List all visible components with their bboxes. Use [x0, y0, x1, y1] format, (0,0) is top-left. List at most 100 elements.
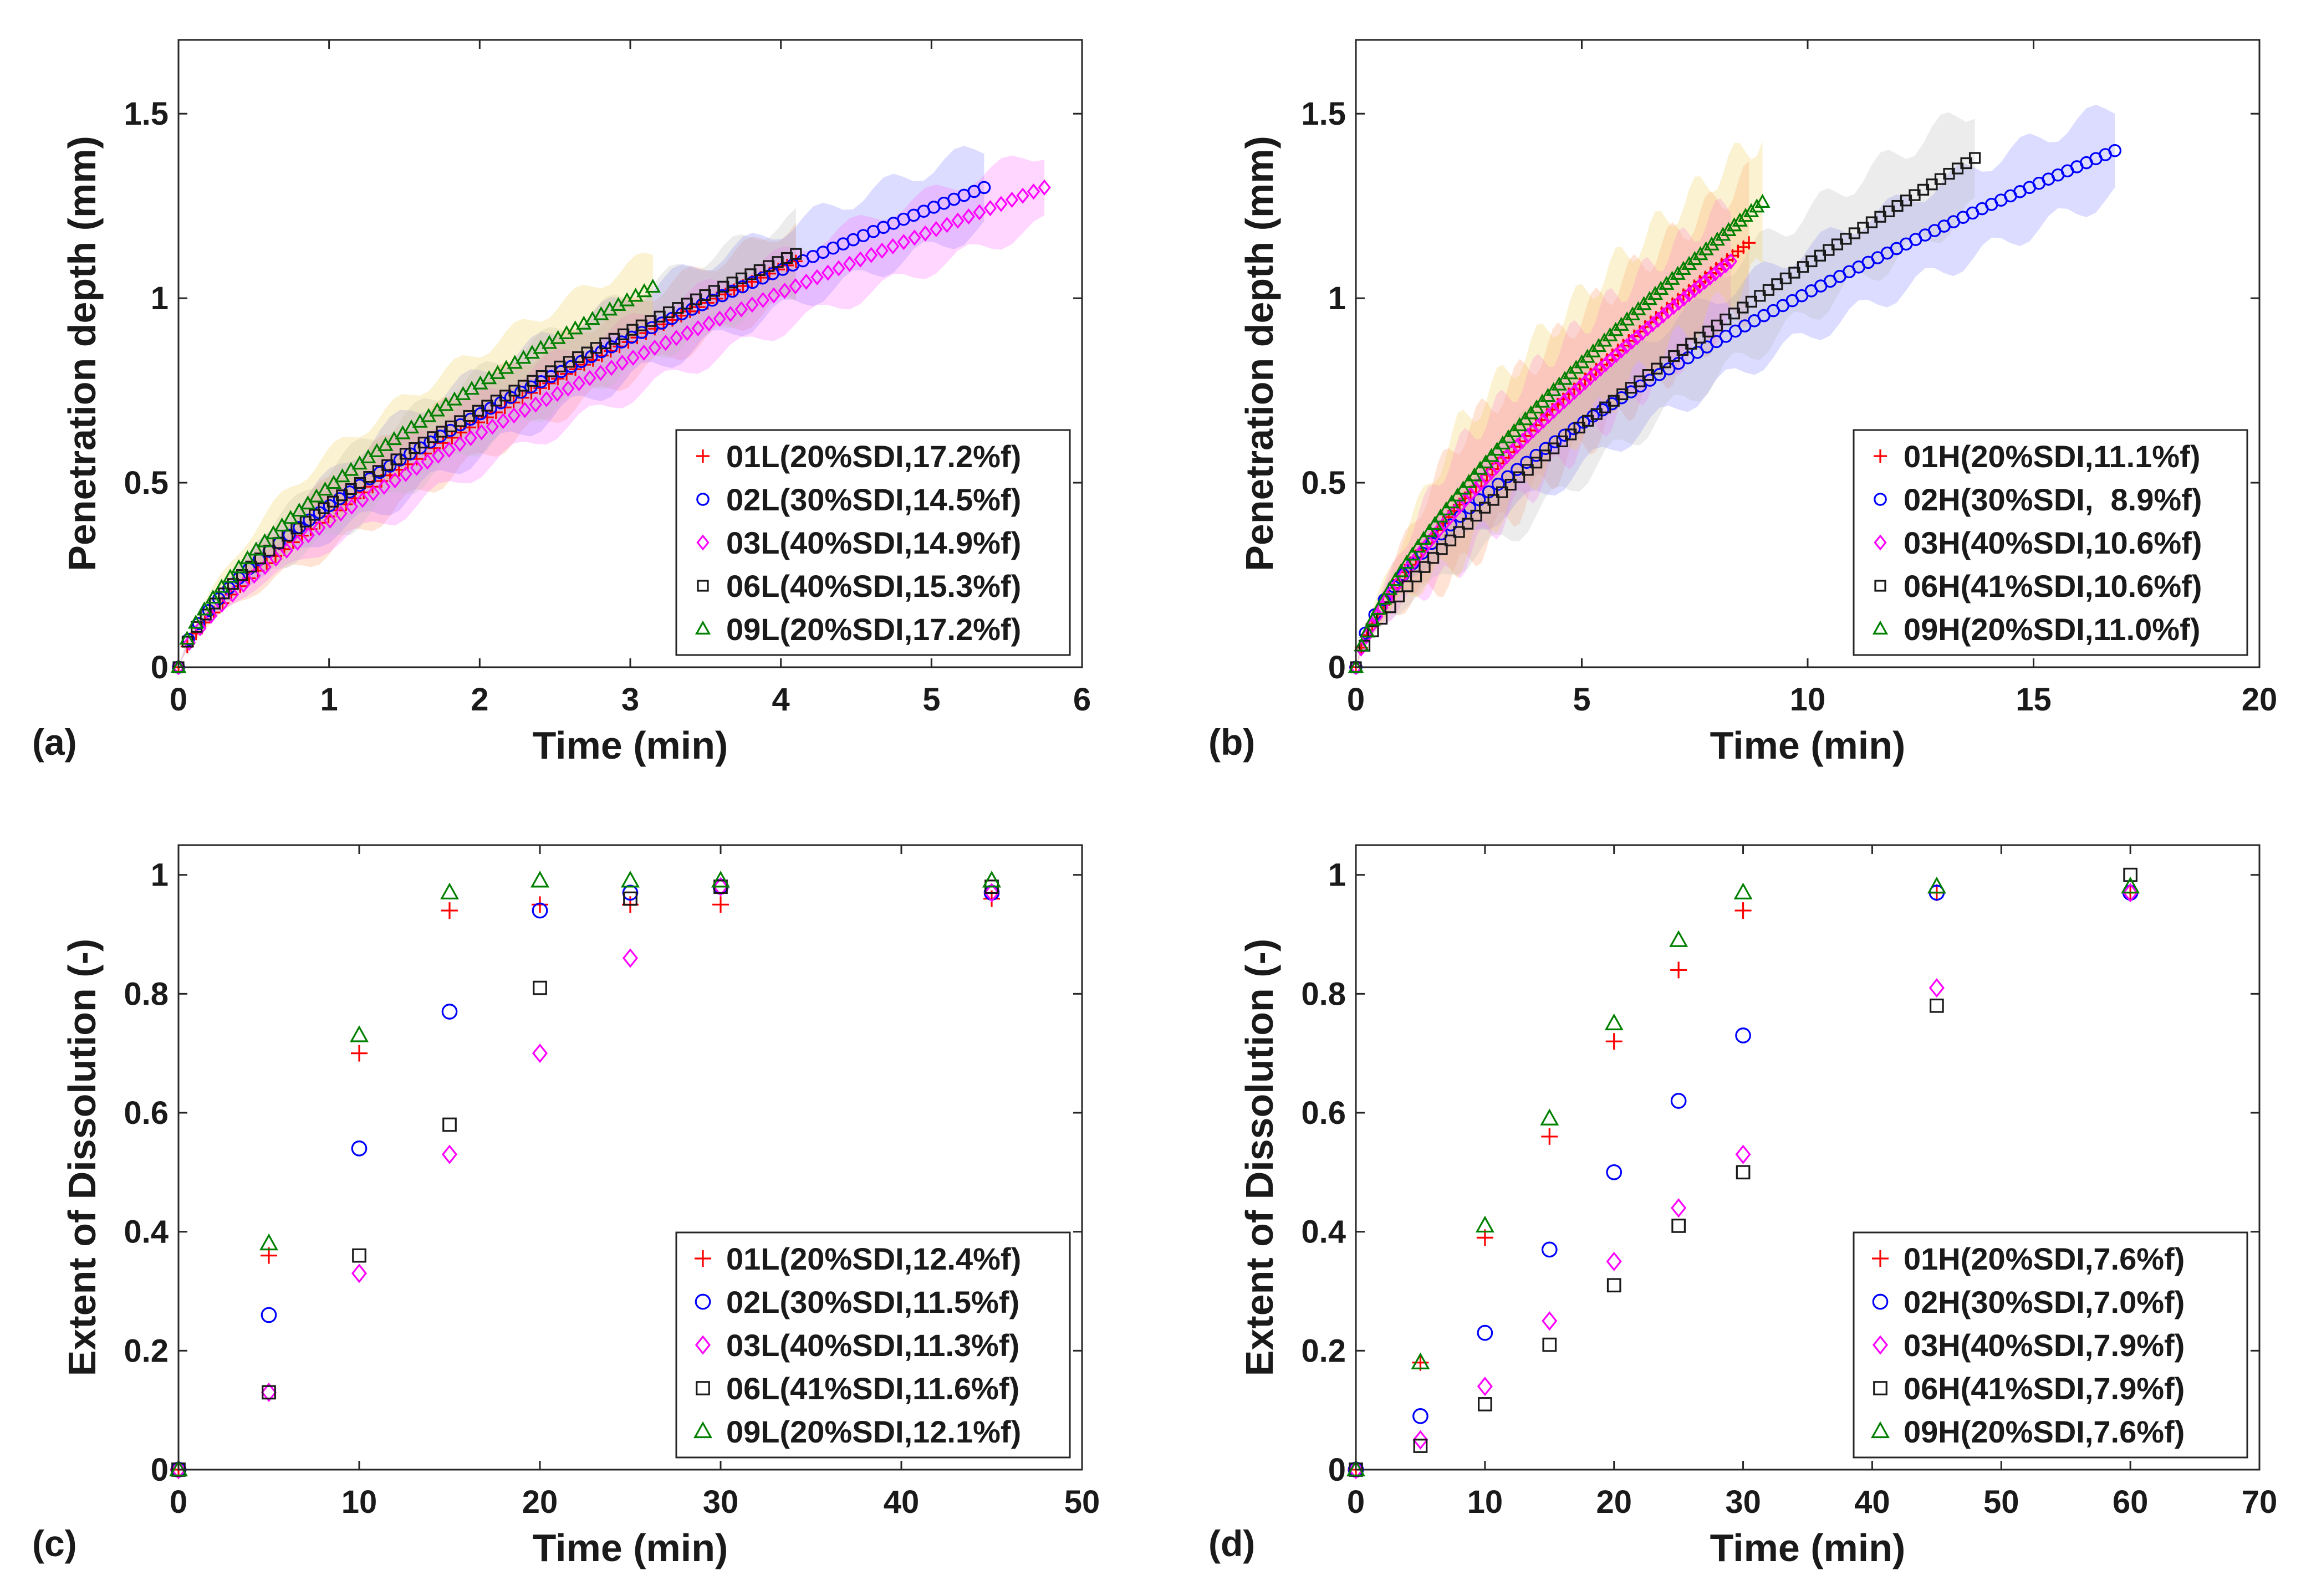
data-point [550, 386, 564, 402]
data-point [445, 431, 459, 444]
data-point [605, 340, 619, 354]
data-point [1027, 183, 1040, 200]
y-axis-label: Extent of Dissolution (-) [60, 939, 104, 1376]
data-point [1968, 152, 1981, 164]
data-point [983, 883, 1000, 903]
data-point [1693, 331, 1706, 344]
data-point [1393, 563, 1409, 577]
data-point [518, 402, 532, 418]
data-point [691, 320, 705, 336]
data-point [1634, 375, 1646, 387]
data-point [441, 1004, 458, 1020]
panel-b: 0 5 10 15 20 0 0.5 1 1.5 Time (min) Penetration de… [1208, 39, 2277, 767]
data-point [1491, 477, 1505, 491]
data-point [453, 436, 467, 452]
data-point [254, 553, 267, 565]
y-tick-label: 0 [1328, 1452, 1346, 1488]
data-point [1540, 1108, 1559, 1126]
data-point [2121, 876, 2140, 894]
legend-marker [695, 620, 711, 635]
data-point [1573, 421, 1585, 434]
data-point [351, 1264, 368, 1283]
data-point [345, 498, 359, 515]
data-point [239, 550, 256, 565]
data-point [637, 344, 651, 361]
data-point [1672, 294, 1686, 311]
data-point [486, 418, 499, 435]
data-point [1539, 442, 1553, 456]
data-point [1625, 382, 1637, 394]
data-point [1348, 1460, 1364, 1480]
x-tick-label: 60 [2113, 1484, 2149, 1520]
data-point [1590, 408, 1603, 420]
data-point [1516, 432, 1529, 449]
data-point [1427, 552, 1440, 564]
data-point [712, 877, 729, 897]
data-point [259, 1233, 278, 1251]
data-point [1432, 508, 1448, 523]
data-point [1662, 303, 1675, 320]
data-point [1724, 253, 1738, 270]
data-point [1016, 187, 1029, 204]
data-point [577, 358, 591, 372]
data-point [1444, 534, 1457, 546]
panel-c: 0 10 20 30 40 50 0 0.2 0.4 0.6 0.8 1 Time (min) Exten… [32, 844, 1100, 1569]
data-point [767, 287, 780, 304]
data-point [245, 560, 257, 572]
data-point [572, 375, 586, 392]
data-point [231, 559, 247, 574]
data-point [1604, 1013, 1624, 1031]
legend-marker [1874, 449, 1887, 463]
x-tick-label: 40 [1854, 1484, 1890, 1520]
data-point [778, 283, 792, 299]
x-tick-label: 50 [1983, 1484, 2019, 1520]
data-point [1726, 217, 1742, 232]
data-point [1411, 1352, 1430, 1369]
y-tick-label: 1 [151, 857, 169, 893]
data-point [583, 370, 596, 386]
data-point [897, 234, 910, 250]
band-09L(20%SDI,17.2%f) [178, 252, 653, 667]
data-point [1620, 337, 1634, 355]
data-point [1616, 388, 1629, 401]
legend-marker [693, 1421, 712, 1439]
data-point [1605, 397, 1619, 411]
data-point [442, 441, 456, 458]
legend-box [675, 1231, 1071, 1459]
data-point [170, 1460, 187, 1480]
series-09L(20%SDI,17.2%f) [170, 278, 661, 673]
data-point [1419, 561, 1431, 573]
series-09H(20%SDI,11.0%f) [1348, 193, 1771, 673]
legend-marker [696, 1381, 710, 1395]
data-point [1526, 422, 1540, 439]
data-point [973, 204, 986, 221]
series-09H(20%SDI,7.6%f) [1346, 876, 2140, 1477]
data-point [1450, 487, 1466, 502]
data-point [196, 601, 212, 616]
data-point [302, 527, 315, 544]
x-tick-label: 50 [1064, 1484, 1100, 1520]
x-tick-label: 0 [170, 1484, 187, 1520]
data-point [763, 260, 775, 272]
data-point [1734, 902, 1752, 919]
data-point [1392, 590, 1405, 602]
y-tick-label: 1.5 [124, 96, 169, 132]
data-point [291, 502, 307, 517]
data-point [1641, 320, 1654, 337]
legend-marker [695, 1250, 711, 1267]
data-point [692, 300, 706, 314]
data-point [1589, 365, 1602, 382]
legend-box [1853, 1231, 2248, 1459]
data-point [908, 229, 921, 246]
data-point [683, 304, 697, 318]
legend-marker [1874, 493, 1887, 506]
data-point [227, 578, 239, 590]
legend-label: 02H(30%SDI, 8.9%f) [1904, 482, 2202, 517]
data-point [363, 470, 375, 483]
data-point [1427, 515, 1443, 530]
data-point [1691, 345, 1704, 359]
data-point [1399, 554, 1415, 569]
legend-box [1853, 429, 2248, 656]
data-point [1584, 370, 1597, 386]
data-point [169, 1459, 188, 1477]
